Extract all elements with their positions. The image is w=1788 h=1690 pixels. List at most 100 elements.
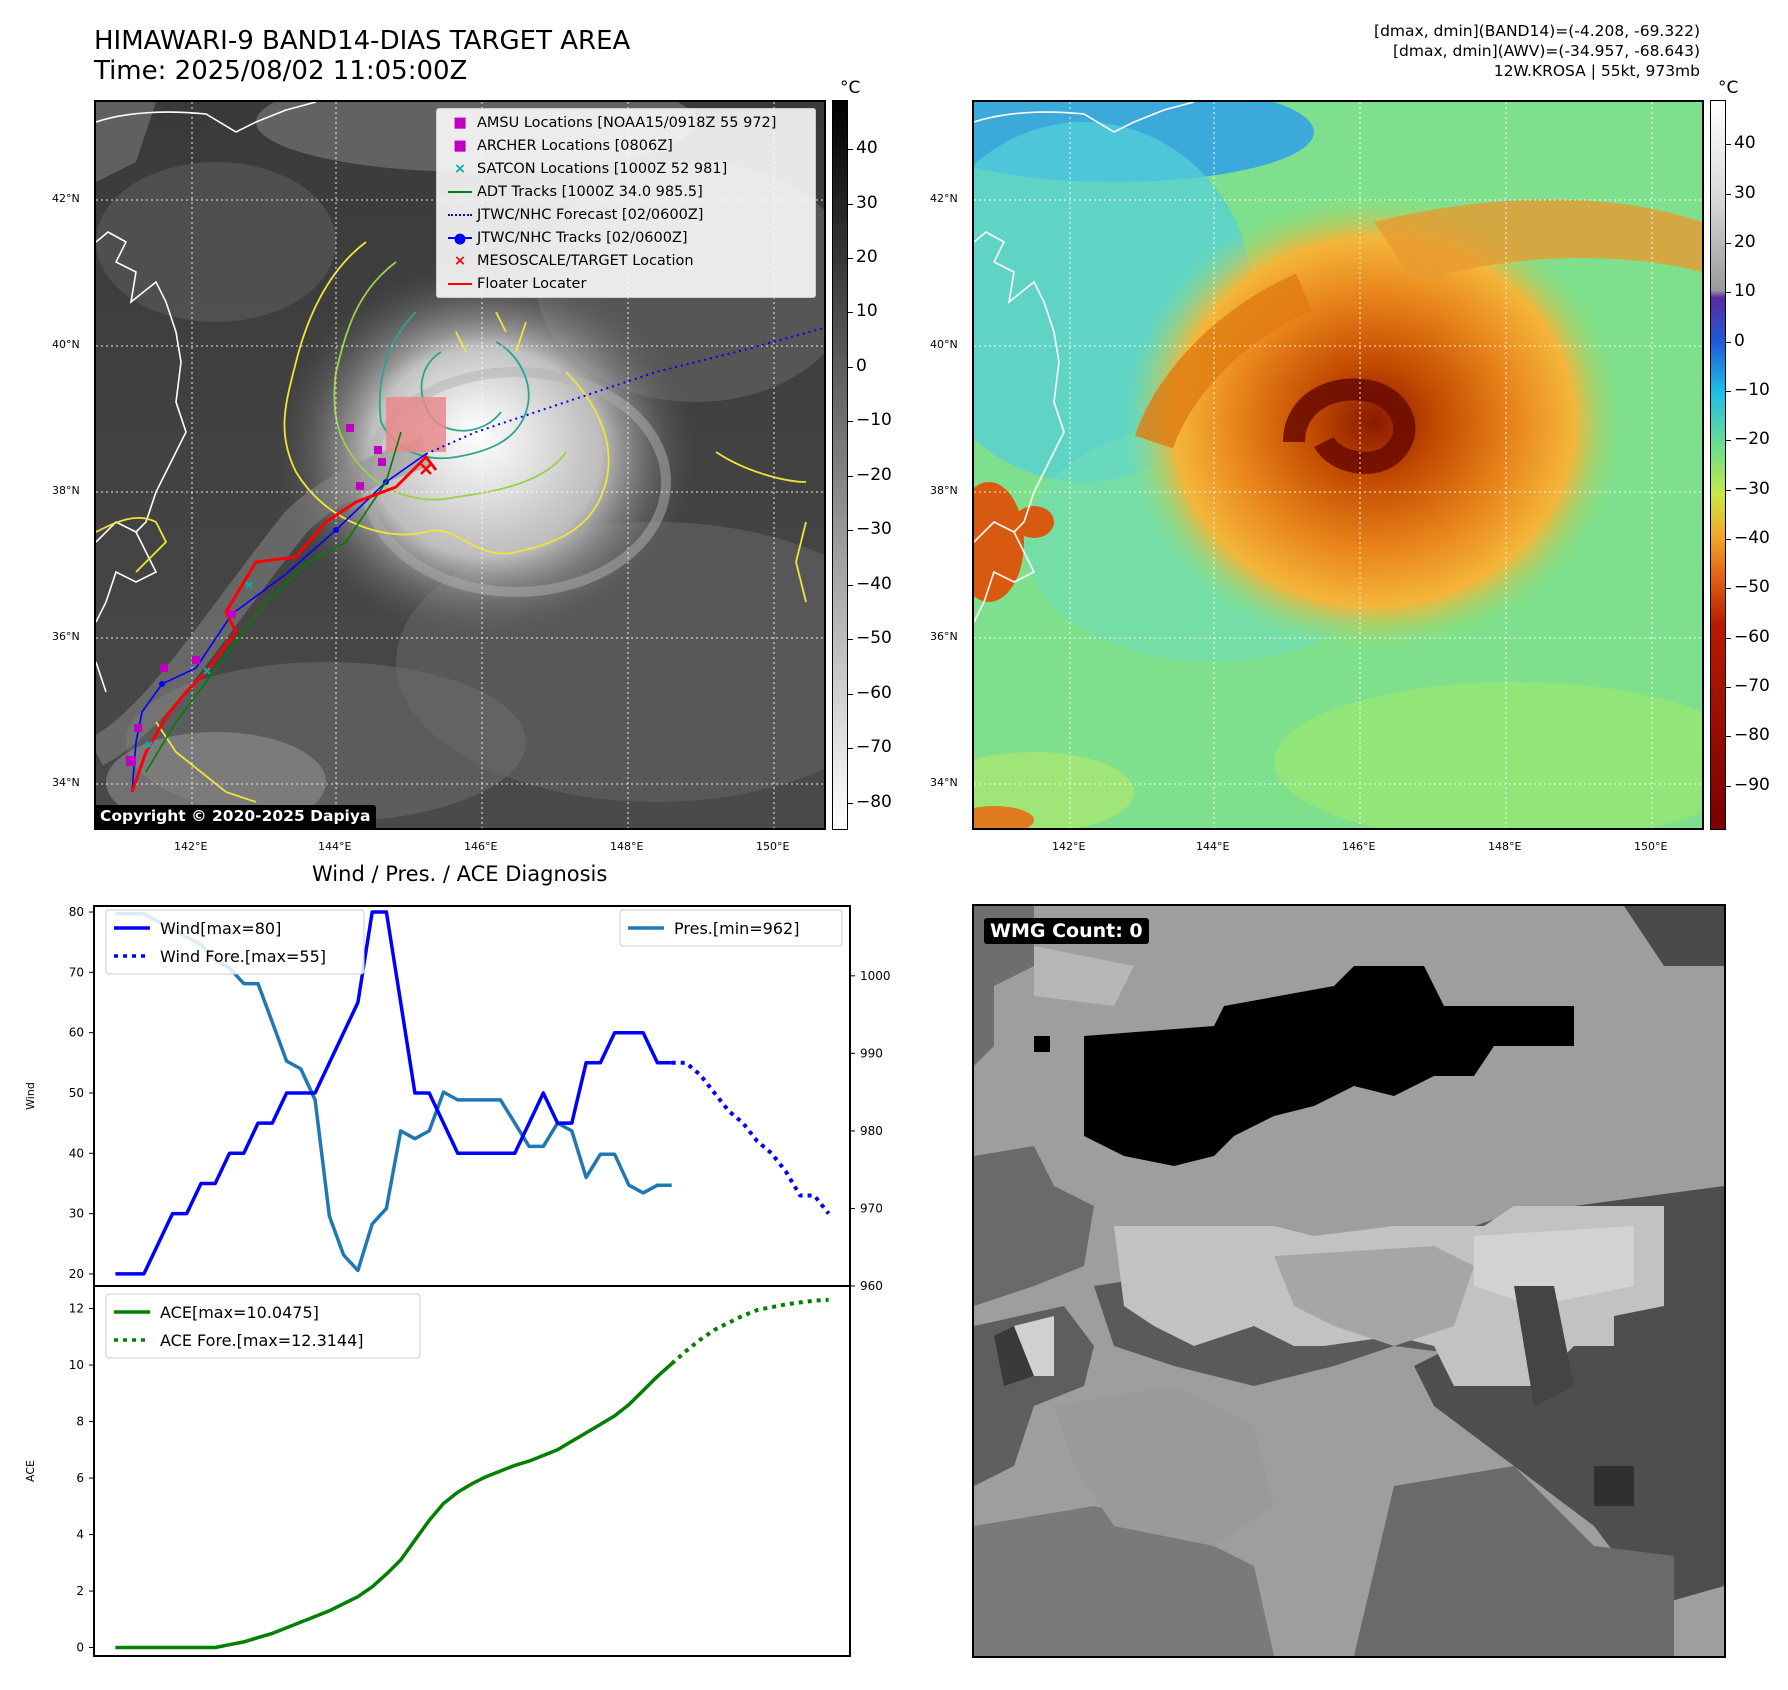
legend-label: SATCON Locations [1000Z 52 981] bbox=[477, 160, 728, 177]
lat-label: 38°N bbox=[930, 484, 958, 497]
cbar-left-tick-label: −80 bbox=[856, 791, 892, 812]
wind-legend-label: Wind[max=80] bbox=[160, 919, 281, 938]
cbar-right-tick-mark bbox=[1726, 637, 1731, 639]
ace-forecast-series-line bbox=[670, 1297, 829, 1366]
lat-label: 42°N bbox=[52, 192, 80, 205]
cbar-right-tick-label: −80 bbox=[1734, 725, 1770, 746]
ace-legend-label: ACE[max=10.0475] bbox=[160, 1303, 319, 1322]
copyright-badge: Copyright © 2020-2025 Dapiya bbox=[96, 805, 377, 828]
cbar-left-tick-mark bbox=[848, 257, 853, 259]
lon-label: 146°E bbox=[1342, 840, 1376, 853]
cbar-right-tick-label: 10 bbox=[1734, 281, 1756, 302]
x-marker-icon: × bbox=[453, 252, 467, 269]
wind-tick-label: 20 bbox=[69, 1267, 84, 1281]
cbar-right-tick-label: 40 bbox=[1734, 133, 1756, 154]
legend-label: Floater Locater bbox=[477, 275, 587, 292]
cbar-left-tick-label: −30 bbox=[856, 519, 892, 540]
ace-axis-label: ACE bbox=[24, 1460, 37, 1482]
cbar-left-tick-mark bbox=[848, 366, 853, 368]
map-legend: ■ AMSU Locations [NOAA15/0918Z 55 972] ■ A… bbox=[436, 108, 816, 298]
legend-label: JTWC/NHC Tracks [02/0600Z] bbox=[477, 229, 688, 246]
ir-map-panel: ■ AMSU Locations [NOAA15/0918Z 55 972] ■ A… bbox=[94, 100, 826, 830]
wind-tick-label: 30 bbox=[69, 1207, 84, 1221]
cbar-right-tick-mark bbox=[1726, 686, 1731, 688]
wind-tick-label: 70 bbox=[69, 965, 84, 979]
ace-tick-label: 10 bbox=[69, 1358, 84, 1372]
target-marker bbox=[420, 463, 432, 475]
cbar-right-tick-mark bbox=[1726, 243, 1731, 245]
wind-forecast-series-line bbox=[671, 1060, 831, 1215]
lat-label: 36°N bbox=[930, 630, 958, 643]
cbar-left-tick-mark bbox=[848, 584, 853, 586]
floater-track bbox=[130, 454, 438, 793]
legend-label: AMSU Locations [NOAA15/0918Z 55 972] bbox=[477, 114, 777, 131]
figure-title-line1: HIMAWARI-9 BAND14-DIAS TARGET AREA bbox=[94, 26, 631, 56]
cbar-right-tick-label: 20 bbox=[1734, 232, 1756, 253]
lon-label: 142°E bbox=[174, 840, 208, 853]
legend-item: Floater Locater bbox=[443, 272, 809, 295]
cbar-left-tick-label: 0 bbox=[856, 355, 867, 376]
legend-label: ADT Tracks [1000Z 34.0 985.5] bbox=[477, 183, 703, 200]
lon-label: 142°E bbox=[1052, 840, 1086, 853]
cbar-right-tick-label: −10 bbox=[1734, 380, 1770, 400]
legend-item: ■ ARCHER Locations [0806Z] bbox=[443, 134, 809, 157]
line-marker-icon bbox=[448, 282, 472, 285]
cbar-right-tick-label: 30 bbox=[1734, 182, 1756, 203]
line-marker-icon bbox=[448, 190, 472, 193]
wind-legend-label: Wind Fore.[max=55] bbox=[160, 947, 326, 966]
diagnosis-chart: 20 30 40 50 60 70 80 960 970 980 990 1000 0 2 4 6 8 10 12 W… bbox=[24, 905, 891, 1657]
cbar-right-unit: °C bbox=[1718, 78, 1739, 98]
wind-axis-label: Wind bbox=[24, 1082, 37, 1110]
ace-tick-label: 0 bbox=[76, 1641, 84, 1655]
cbar-right-tick-label: −20 bbox=[1734, 429, 1770, 450]
lon-label: 150°E bbox=[756, 840, 790, 853]
cbar-right-tick-mark bbox=[1726, 538, 1731, 540]
x-marker-icon: × bbox=[453, 160, 467, 177]
ace-tick-label: 6 bbox=[76, 1471, 84, 1485]
ace-legend-box bbox=[105, 1293, 421, 1359]
wmg-count-badge: WMG Count: 0 bbox=[984, 918, 1149, 944]
cbar-right-tick-label: −90 bbox=[1734, 774, 1770, 795]
wind-tick-label: 60 bbox=[69, 1026, 84, 1040]
cbar-left-tick-mark bbox=[848, 693, 853, 695]
cbar-left-tick-mark bbox=[848, 421, 853, 423]
cbar-right-tick-mark bbox=[1726, 341, 1731, 343]
cbar-left-tick-mark bbox=[848, 748, 853, 750]
lon-label: 150°E bbox=[1634, 840, 1668, 853]
lon-label: 148°E bbox=[1488, 840, 1522, 853]
ace-series-line bbox=[115, 1362, 673, 1650]
cbar-left-tick-mark bbox=[848, 639, 853, 641]
cbar-left-tick-mark bbox=[848, 475, 853, 477]
cbar-left-tick-mark bbox=[848, 802, 853, 804]
adt-track bbox=[145, 431, 402, 773]
lon-label: 144°E bbox=[1196, 840, 1230, 853]
wind-tick-label: 40 bbox=[69, 1146, 84, 1160]
info-line3: 12W.KROSA | 55kt, 973mb bbox=[1493, 62, 1700, 80]
cbar-right-tick-label: 0 bbox=[1734, 330, 1745, 351]
legend-label: JTWC/NHC Forecast [02/0600Z] bbox=[477, 206, 704, 223]
pressure-tick-label: 990 bbox=[860, 1046, 883, 1060]
legend-item: ● JTWC/NHC Tracks [02/0600Z] bbox=[443, 226, 809, 249]
cbar-right-tick-mark bbox=[1726, 489, 1731, 491]
figure-title-line2: Time: 2025/08/02 11:05:00Z bbox=[94, 56, 468, 86]
cbar-right-tick-mark bbox=[1726, 193, 1731, 195]
jtwc-forecast-track bbox=[425, 327, 824, 455]
pressure-tick-label: 960 bbox=[860, 1279, 883, 1293]
cbar-left-tick-label: −60 bbox=[856, 682, 892, 703]
legend-item: × SATCON Locations [1000Z 52 981] bbox=[443, 157, 809, 180]
cbar-left-tick-mark bbox=[848, 312, 853, 314]
cbar-left-unit: °C bbox=[840, 78, 861, 98]
cbar-left bbox=[832, 100, 848, 830]
ace-tick-label: 4 bbox=[76, 1528, 84, 1542]
cbar-right bbox=[1710, 100, 1726, 830]
cbar-left-tick-label: 20 bbox=[856, 246, 878, 267]
cbar-left-tick-mark bbox=[848, 203, 853, 205]
awv-map-image bbox=[974, 102, 1702, 828]
lat-label: 38°N bbox=[52, 484, 80, 497]
wind-series-line bbox=[115, 910, 672, 1276]
ace-legend-label: ACE Fore.[max=12.3144] bbox=[160, 1331, 364, 1350]
ace-tick-label: 12 bbox=[69, 1302, 84, 1316]
square-marker-icon: ■ bbox=[453, 137, 467, 154]
awv-map-panel bbox=[972, 100, 1704, 830]
square-marker-icon: ■ bbox=[453, 114, 467, 131]
